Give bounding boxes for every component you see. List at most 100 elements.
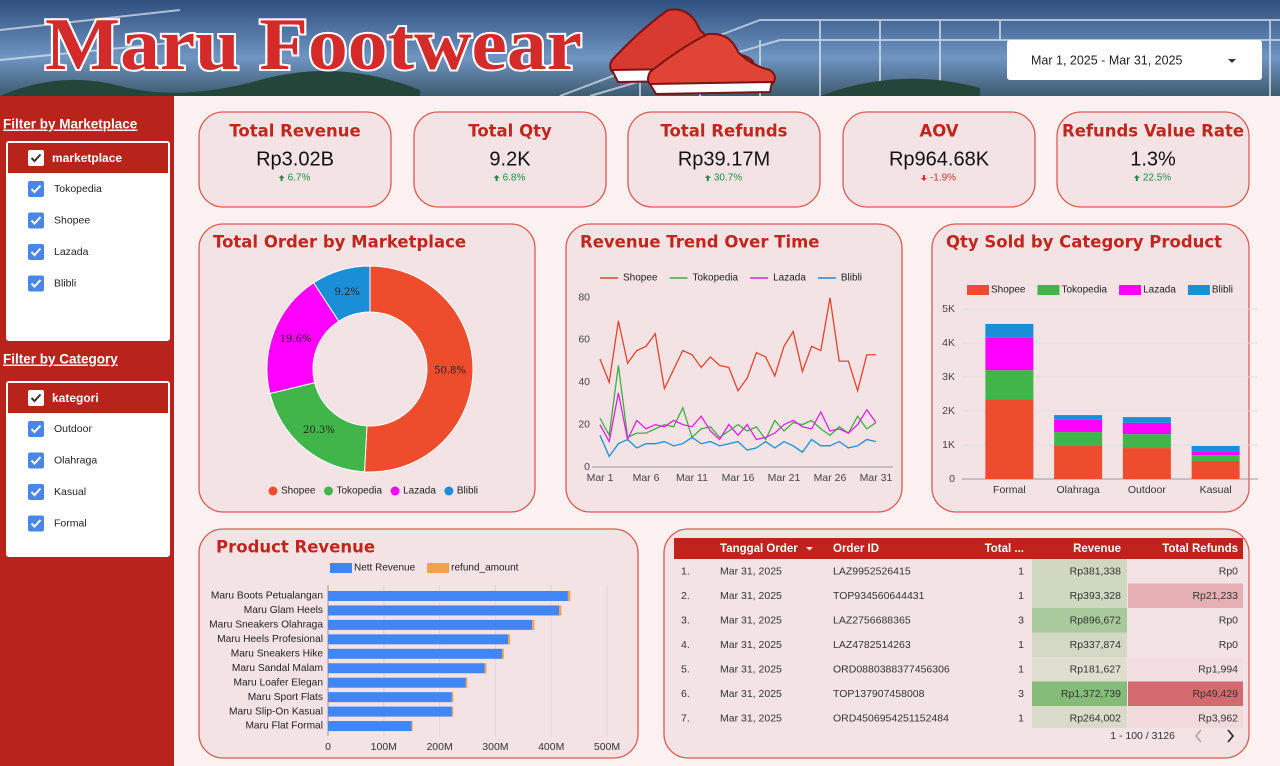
heat-cell xyxy=(1128,706,1243,728)
y-tick-label: Maru Slip-On Kasual xyxy=(229,706,323,717)
y-tick-label: Maru Sneakers Hike xyxy=(231,648,324,659)
bar xyxy=(328,677,466,688)
x-tick-label: Mar 21 xyxy=(768,472,801,484)
x-tick-label: Outdoor xyxy=(1128,484,1166,496)
table-cell: Rp3,962 xyxy=(1198,712,1238,724)
kpi-value: Rp3.02B xyxy=(256,148,334,170)
kpi-change: 6.7% xyxy=(288,173,311,184)
filter-option[interactable]: Tokopedia xyxy=(54,183,102,195)
table-cell: Rp337,874 xyxy=(1070,639,1122,651)
legend-swatch xyxy=(323,486,333,496)
heat-cell xyxy=(1128,608,1243,633)
table-cell: 5. xyxy=(681,663,690,675)
filter-option[interactable]: Outdoor xyxy=(54,423,92,435)
data-label: 50.8% xyxy=(434,366,466,377)
table-cell: Rp381,338 xyxy=(1070,565,1122,577)
legend-swatch xyxy=(1187,285,1210,295)
legend-swatch xyxy=(268,486,278,496)
check-icon xyxy=(30,216,42,225)
card xyxy=(413,111,607,208)
pagination: 1 - 100 / 3126 xyxy=(1110,730,1175,742)
heat-cell xyxy=(1032,632,1127,657)
kpi-change: 30.7% xyxy=(714,173,742,184)
table-cell: Rp264,002 xyxy=(1070,712,1122,724)
filter-option[interactable]: Blibli xyxy=(54,277,76,289)
table-cell: TOP137907458008 xyxy=(833,688,925,700)
table-cell: 1 xyxy=(1018,565,1024,577)
trend-arrow xyxy=(704,175,711,181)
filter-option[interactable]: Shopee xyxy=(54,214,90,226)
y-tick-label: 1K xyxy=(942,439,955,451)
filter-option[interactable]: Kasual xyxy=(54,486,86,498)
dropdown-caret xyxy=(1228,59,1236,63)
prev-page[interactable] xyxy=(1194,729,1202,743)
legend-label: Shopee xyxy=(281,486,316,497)
check-icon xyxy=(30,247,42,257)
kpi-title: Total Revenue xyxy=(229,122,360,141)
column-header[interactable]: Total Refunds xyxy=(1162,543,1238,555)
heat-cell xyxy=(1032,706,1127,728)
x-tick-label: Mar 31 xyxy=(860,472,893,484)
kpi-value: Rp39.17M xyxy=(678,148,770,170)
trend-arrow xyxy=(493,175,500,181)
x-tick-label: Mar 6 xyxy=(633,472,660,484)
kpi-title: Total Refunds xyxy=(660,122,787,141)
date-range-picker[interactable] xyxy=(1007,40,1262,80)
bar xyxy=(328,634,509,645)
legend-label: Shopee xyxy=(991,285,1026,296)
table-cell: 6. xyxy=(681,688,690,700)
heat-cell xyxy=(1032,681,1127,706)
bar-segment xyxy=(1122,422,1171,435)
kpi-change: 6.8% xyxy=(503,173,526,184)
y-tick-label: 4K xyxy=(942,337,955,349)
column-header[interactable]: Revenue xyxy=(1073,543,1121,555)
filter-option[interactable]: Olahraga xyxy=(54,454,97,466)
table-cell: 1 xyxy=(1018,590,1024,602)
filter-option[interactable]: Formal xyxy=(54,517,87,529)
filter-title: Filter by Category xyxy=(3,352,118,367)
column-header[interactable]: Tanggal Order xyxy=(720,543,798,555)
legend-swatch xyxy=(427,563,450,573)
bar xyxy=(508,634,511,645)
legend-swatch xyxy=(390,486,400,496)
bar xyxy=(465,677,468,688)
bar xyxy=(328,605,560,616)
legend-label: Shopee xyxy=(623,273,658,284)
column-header[interactable]: Total ... xyxy=(985,543,1024,555)
x-tick-label: 400M xyxy=(538,741,564,753)
table-cell: Mar 31, 2025 xyxy=(720,565,782,577)
table-cell: 7. xyxy=(681,712,690,724)
trend-arrow xyxy=(1133,175,1140,181)
y-tick-label: Maru Sneakers Olahraga xyxy=(209,620,323,631)
next-page[interactable] xyxy=(1227,729,1235,743)
check-icon xyxy=(30,184,42,194)
y-tick-label: 80 xyxy=(578,291,590,303)
y-tick-label: 60 xyxy=(578,334,590,346)
table-cell: Rp0 xyxy=(1219,639,1238,651)
bar xyxy=(328,619,533,630)
check-icon xyxy=(30,424,42,434)
card xyxy=(198,223,536,513)
y-tick-label: Maru Glam Heels xyxy=(244,605,323,616)
check-icon xyxy=(30,153,42,163)
bar-segment xyxy=(1191,446,1240,452)
bar-segment xyxy=(1054,419,1103,433)
heat-cell xyxy=(1128,583,1243,608)
card xyxy=(842,111,1036,208)
x-tick-label: Mar 16 xyxy=(722,472,755,484)
legend-swatch xyxy=(444,486,454,496)
bar xyxy=(567,591,571,601)
filter-box xyxy=(6,381,170,557)
legend-label: Lazada xyxy=(773,273,806,284)
x-tick-label: Mar 26 xyxy=(814,472,847,484)
filter-option[interactable]: Lazada xyxy=(54,246,89,258)
column-header[interactable]: Order ID xyxy=(833,543,879,555)
bar-segment xyxy=(1122,434,1171,449)
x-tick-label: Mar 11 xyxy=(676,472,708,484)
check-icon xyxy=(30,279,42,288)
bar-segment xyxy=(1054,446,1103,479)
heat-cell xyxy=(1128,559,1243,584)
legend-label: Tokopedia xyxy=(336,486,382,497)
donut-slice xyxy=(312,265,371,322)
heat-cell xyxy=(1032,608,1127,633)
